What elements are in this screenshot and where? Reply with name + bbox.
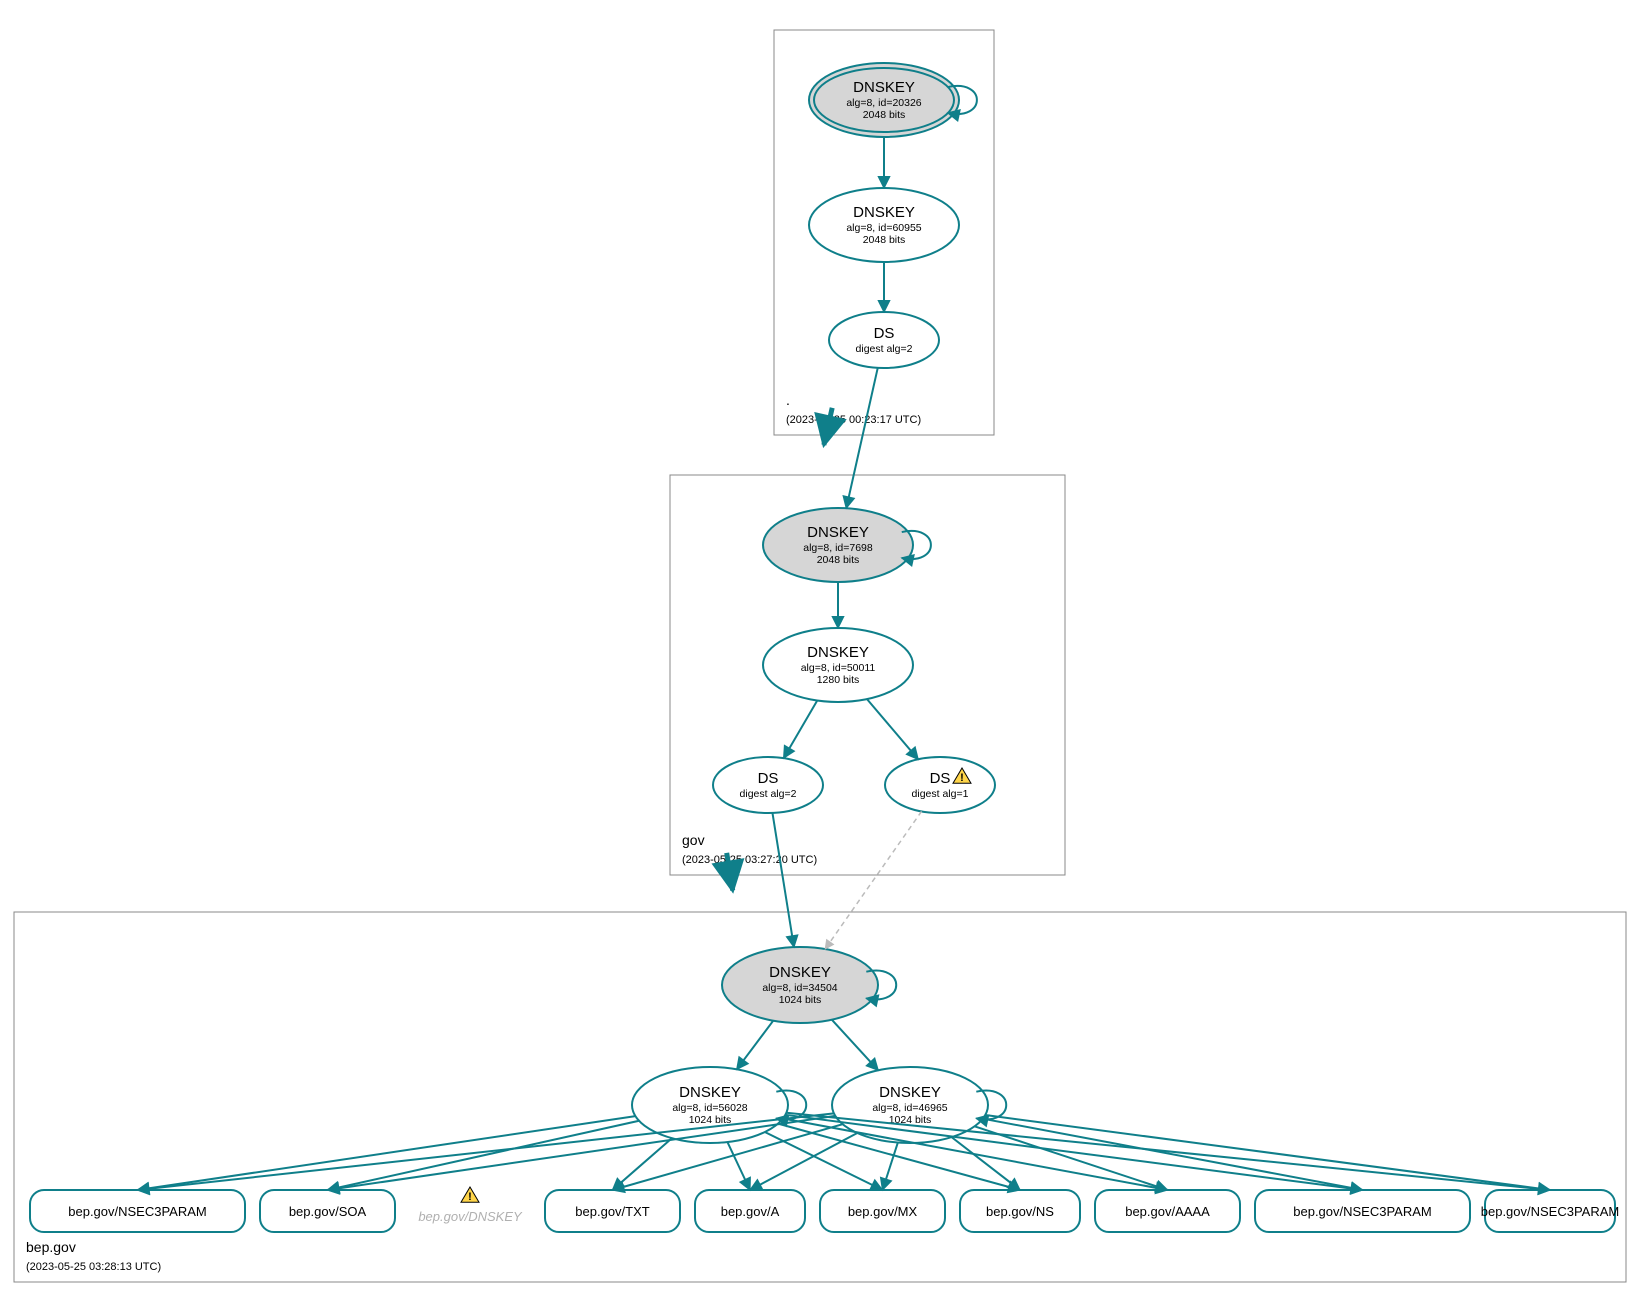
node-root_zsk[interactable]: DNSKEYalg=8, id=609552048 bits [809, 188, 959, 262]
edge-zsk1-leaf7 [783, 1119, 1168, 1190]
edge-bep_ksk-bep_zsk2 [832, 1020, 878, 1071]
edge-zsk2-leaf6 [952, 1137, 1020, 1190]
node-title: DNSKEY [807, 524, 869, 541]
node-gov_zsk[interactable]: DNSKEYalg=8, id=500111280 bits [763, 628, 913, 702]
leaf-leaf1[interactable]: bep.gov/SOA [260, 1190, 395, 1232]
leaf-label: bep.gov/NSEC3PARAM [1481, 1204, 1620, 1219]
leaf-label: bep.gov/MX [848, 1204, 918, 1219]
node-title: DNSKEY [853, 79, 915, 96]
node-line3: 1280 bits [817, 674, 860, 686]
node-line2: alg=8, id=20326 [846, 97, 921, 109]
node-title: DNSKEY [807, 644, 869, 661]
node-gov_ds1[interactable]: DSdigest alg=2 [713, 757, 823, 813]
zone-timestamp-bep: (2023-05-25 03:28:13 UTC) [26, 1261, 161, 1273]
leaf-label: bep.gov/A [721, 1204, 780, 1219]
leaf-label: bep.gov/SOA [289, 1204, 367, 1219]
edge-root_ds-gov_ksk [846, 368, 878, 508]
svg-text:!: ! [468, 1191, 472, 1203]
edge-bep_ksk-bep_zsk1 [737, 1021, 773, 1070]
node-title: DS [874, 325, 895, 342]
node-bep_ksk[interactable]: DNSKEYalg=8, id=345041024 bits [722, 947, 878, 1023]
edge-gov_zsk-gov_ds2 [867, 699, 918, 759]
zone-timestamp-gov: (2023-05-25 03:27:20 UTC) [682, 854, 817, 866]
edge-gov_ds1-bep_ksk [772, 813, 793, 947]
leaf-label: bep.gov/NSEC3PARAM [1293, 1204, 1432, 1219]
svg-text:!: ! [960, 772, 964, 784]
leaf-leaf5[interactable]: bep.gov/MX [820, 1190, 945, 1232]
node-line3: 1024 bits [779, 994, 822, 1006]
node-title: DNSKEY [769, 964, 831, 981]
edge-zsk1-leaf9 [786, 1113, 1550, 1190]
node-line2: alg=8, id=34504 [762, 982, 837, 994]
node-line3: 2048 bits [863, 234, 906, 246]
node-title: DNSKEY [853, 204, 915, 221]
leaf-leaf9[interactable]: bep.gov/NSEC3PARAM [1481, 1190, 1620, 1232]
node-line2: digest alg=2 [740, 788, 797, 800]
leaf-label: bep.gov/TXT [575, 1204, 649, 1219]
node-title: DNSKEY [679, 1084, 741, 1101]
node-title: DS [930, 770, 951, 787]
node-line3: 2048 bits [817, 554, 860, 566]
node-line3: 2048 bits [863, 109, 906, 121]
edge-zsk2-leaf5 [883, 1143, 898, 1190]
edge-zsk2-leaf8 [983, 1119, 1363, 1190]
dnssec-diagram: . (2023-05-25 00:23:17 UTC) gov (2023-05-25… [0, 0, 1640, 1299]
node-line2: alg=8, id=46965 [872, 1102, 947, 1114]
edge-zsk1-leaf4 [727, 1142, 750, 1190]
leaf-leaf6[interactable]: bep.gov/NS [960, 1190, 1080, 1232]
node-root_ksk[interactable]: DNSKEYalg=8, id=203262048 bits [809, 63, 959, 137]
leaf-leaf7[interactable]: bep.gov/AAAA [1095, 1190, 1240, 1232]
node-line2: alg=8, id=7698 [803, 542, 873, 554]
edge-zsk1-leaf0 [138, 1116, 636, 1190]
node-line3: 1024 bits [689, 1114, 732, 1126]
edge-zsk1-leaf5 [765, 1132, 883, 1190]
node-bep_zsk1[interactable]: DNSKEYalg=8, id=560281024 bits [632, 1067, 788, 1143]
leaf-label: bep.gov/NS [986, 1204, 1054, 1219]
edge-gov_ds2-bep_ksk [825, 811, 921, 949]
zone-label-root: . [786, 392, 790, 408]
node-line2: alg=8, id=50011 [801, 662, 876, 674]
node-line2: digest alg=1 [912, 788, 969, 800]
node-root_ds[interactable]: DSdigest alg=2 [829, 312, 939, 368]
node-gov_ds2[interactable]: DSdigest alg=1! [885, 757, 995, 813]
leaf-leaf3[interactable]: bep.gov/TXT [545, 1190, 680, 1232]
leaf-leaf0[interactable]: bep.gov/NSEC3PARAM [30, 1190, 245, 1232]
node-line2: alg=8, id=60955 [846, 222, 921, 234]
zone-label-gov: gov [682, 832, 705, 848]
leaf-leaf8[interactable]: bep.gov/NSEC3PARAM [1255, 1190, 1470, 1232]
leaf-label: bep.gov/NSEC3PARAM [68, 1204, 207, 1219]
edge-gov_zsk-gov_ds1 [784, 701, 818, 759]
edge-zsk2-leaf0 [138, 1113, 834, 1190]
leaf-label: bep.gov/DNSKEY [418, 1209, 523, 1224]
node-line2: digest alg=2 [856, 343, 913, 355]
node-title: DS [758, 770, 779, 787]
zone-timestamp-root: (2023-05-25 00:23:17 UTC) [786, 414, 921, 426]
node-gov_ksk[interactable]: DNSKEYalg=8, id=76982048 bits [763, 508, 913, 582]
zone-label-bep: bep.gov [26, 1239, 76, 1255]
node-title: DNSKEY [879, 1084, 941, 1101]
leaf-label: bep.gov/AAAA [1125, 1204, 1210, 1219]
leaf-leaf4[interactable]: bep.gov/A [695, 1190, 805, 1232]
leaf-leaf2[interactable]: ! bep.gov/DNSKEY [418, 1187, 523, 1224]
node-line2: alg=8, id=56028 [672, 1102, 747, 1114]
edge-zsk2-leaf1 [328, 1116, 836, 1190]
